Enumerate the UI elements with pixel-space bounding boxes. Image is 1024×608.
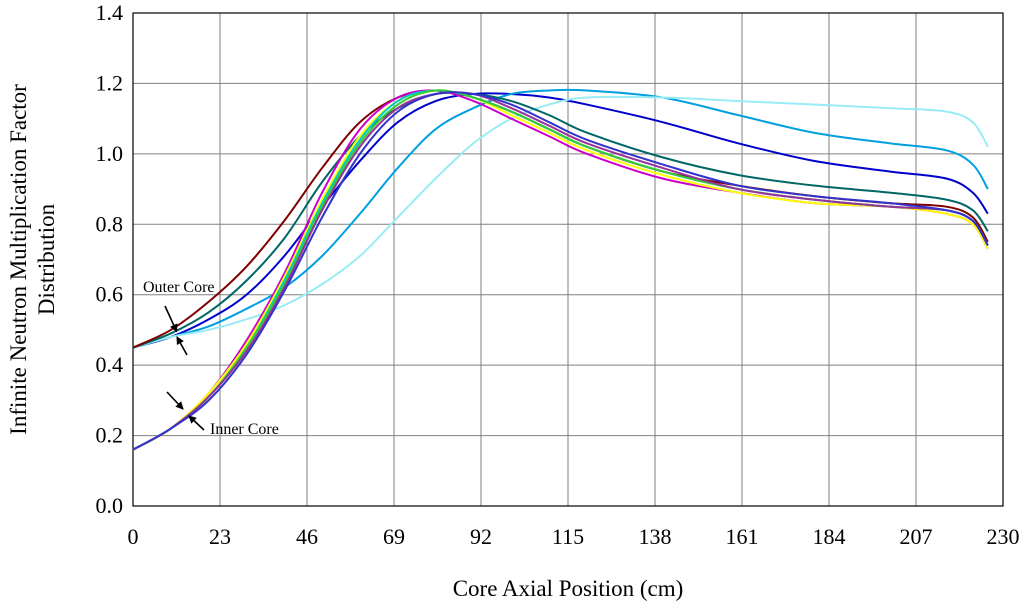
y-tick-label: 0.6: [96, 282, 124, 307]
x-tick-label: 23: [209, 524, 231, 549]
x-tick-label: 207: [900, 524, 933, 549]
x-tick-label: 115: [552, 524, 584, 549]
series-line-4: [132, 91, 989, 349]
annotation-outer-core: Outer Core: [143, 279, 215, 296]
inner-core-arrow-1: [166, 391, 184, 410]
y-tick-label: 0.0: [96, 493, 124, 518]
x-tick-label: 184: [813, 524, 846, 549]
outer-core-arrow-2: [176, 336, 188, 356]
plot-frame: [132, 12, 1004, 507]
series-line-10: [132, 91, 989, 451]
annotation-inner-core: Inner Core: [210, 421, 279, 438]
annotations: Outer Core Inner Core: [143, 279, 279, 438]
x-tick-label: 0: [128, 524, 139, 549]
series-line-7: [132, 89, 989, 451]
y-tick-label: 1.0: [96, 141, 124, 166]
inner-core-arrow-2: [188, 415, 205, 431]
series-line-11: [132, 91, 989, 451]
series-line-2: [132, 88, 989, 349]
y-tick-label: 0.8: [96, 211, 124, 236]
y-axis-title: Infinite Neutron Multiplication Factor Di…: [6, 84, 59, 435]
x-tick-label: 161: [726, 524, 759, 549]
y-tick-label: 1.2: [96, 70, 124, 95]
y-tick-labels: 0.0 0.2 0.4 0.6 0.8 1.0 1.2 1.4: [96, 0, 124, 518]
y-axis-title-line: Distribution: [34, 203, 59, 315]
x-tick-label: 69: [383, 524, 405, 549]
x-tick-labels: 0 23 46 69 92 115 138 161 184 207 230: [128, 524, 1020, 549]
outer-core-arrow-1: [164, 305, 178, 333]
series-line-9: [132, 89, 989, 451]
y-tick-label: 0.4: [96, 352, 124, 377]
x-tick-label: 138: [639, 524, 672, 549]
y-tick-label: 0.2: [96, 423, 124, 448]
y-axis-title-line: Infinite Neutron Multiplication Factor: [6, 84, 31, 435]
series-line-3: [132, 95, 989, 349]
x-tick-label: 46: [296, 524, 318, 549]
series-line-5: [132, 89, 989, 349]
x-tick-label: 92: [470, 524, 492, 549]
series-line-6: [132, 89, 989, 451]
x-axis-title: Core Axial Position (cm): [453, 576, 684, 601]
y-tick-label: 1.4: [96, 0, 124, 25]
x-tick-label: 230: [987, 524, 1020, 549]
series-layer: [132, 88, 989, 451]
series-line-8: [132, 89, 989, 451]
series-line-1: [132, 92, 989, 349]
